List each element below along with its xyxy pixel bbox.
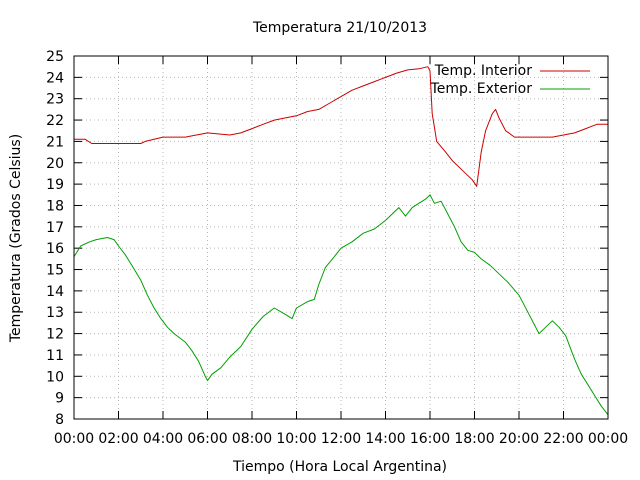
y-axis-label: Temperatura (Grados Celsius) bbox=[8, 134, 24, 343]
legend: Temp. Interior Temp. Exterior bbox=[430, 63, 590, 97]
y-tick-label: 15 bbox=[46, 263, 64, 279]
y-tick-label: 22 bbox=[46, 113, 64, 129]
x-tick-label: 00:00 bbox=[588, 431, 628, 447]
y-tick-label: 25 bbox=[46, 49, 64, 65]
x-tick-label: 16:00 bbox=[410, 431, 450, 447]
legend-label-exterior: Temp. Exterior bbox=[430, 81, 533, 97]
y-tick-label: 9 bbox=[55, 391, 64, 407]
plot-frame bbox=[73, 55, 609, 420]
y-tick-label: 21 bbox=[46, 134, 64, 150]
grid-lines bbox=[74, 56, 608, 419]
y-tick-label: 20 bbox=[46, 156, 64, 172]
x-axis-label: Tiempo (Hora Local Argentina) bbox=[232, 459, 447, 475]
x-tick-label: 22:00 bbox=[543, 431, 583, 447]
chart-title: Temperatura 21/10/2013 bbox=[252, 20, 427, 36]
y-tick-label: 23 bbox=[46, 92, 64, 108]
y-tick-label: 18 bbox=[46, 198, 64, 214]
legend-label-interior: Temp. Interior bbox=[434, 63, 533, 79]
series-line-interior bbox=[74, 66, 608, 187]
y-tick-label: 14 bbox=[46, 284, 64, 300]
x-tick-label: 12:00 bbox=[321, 431, 361, 447]
series-layer bbox=[73, 66, 609, 416]
y-tick-label: 12 bbox=[46, 327, 64, 343]
series-line-exterior bbox=[73, 194, 609, 416]
y-tick-label: 24 bbox=[46, 70, 64, 86]
x-tick-label: 00:00 bbox=[54, 431, 94, 447]
y-tick-label: 11 bbox=[46, 348, 64, 364]
y-tick-label: 8 bbox=[55, 412, 64, 428]
x-axis-ticks: 00:00 02:00 04:00 06:00 08:00 10:00 12:00 14:00… bbox=[54, 56, 628, 447]
x-tick-label: 18:00 bbox=[454, 431, 494, 447]
x-tick-label: 06:00 bbox=[187, 431, 227, 447]
y-tick-label: 13 bbox=[46, 305, 64, 321]
y-tick-label: 17 bbox=[46, 220, 64, 236]
y-tick-label: 10 bbox=[46, 369, 64, 385]
y-axis-ticks: 8 9 10 11 12 13 14 15 16 17 18 19 20 21 22 23 24 25 bbox=[46, 49, 608, 428]
x-tick-label: 20:00 bbox=[499, 431, 539, 447]
y-tick-label: 16 bbox=[46, 241, 64, 257]
y-tick-label: 19 bbox=[46, 177, 64, 193]
x-tick-label: 08:00 bbox=[232, 431, 272, 447]
x-tick-label: 10:00 bbox=[276, 431, 316, 447]
x-tick-label: 14:00 bbox=[365, 431, 405, 447]
x-tick-label: 04:00 bbox=[143, 431, 183, 447]
x-tick-label: 02:00 bbox=[98, 431, 138, 447]
